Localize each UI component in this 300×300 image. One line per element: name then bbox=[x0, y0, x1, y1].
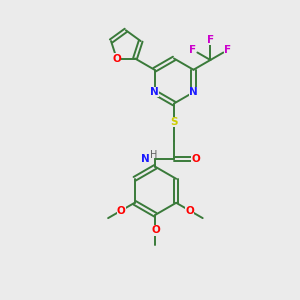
Text: S: S bbox=[170, 117, 178, 127]
Text: F: F bbox=[224, 45, 232, 55]
Text: N: N bbox=[189, 87, 198, 97]
Text: F: F bbox=[207, 34, 214, 45]
Text: F: F bbox=[189, 45, 196, 55]
Text: O: O bbox=[151, 225, 160, 236]
Text: O: O bbox=[112, 53, 121, 64]
Text: O: O bbox=[185, 206, 194, 216]
Text: N: N bbox=[150, 87, 159, 97]
Text: N: N bbox=[141, 154, 150, 164]
Text: O: O bbox=[191, 154, 200, 164]
Text: O: O bbox=[117, 206, 125, 216]
Text: H: H bbox=[150, 150, 158, 160]
